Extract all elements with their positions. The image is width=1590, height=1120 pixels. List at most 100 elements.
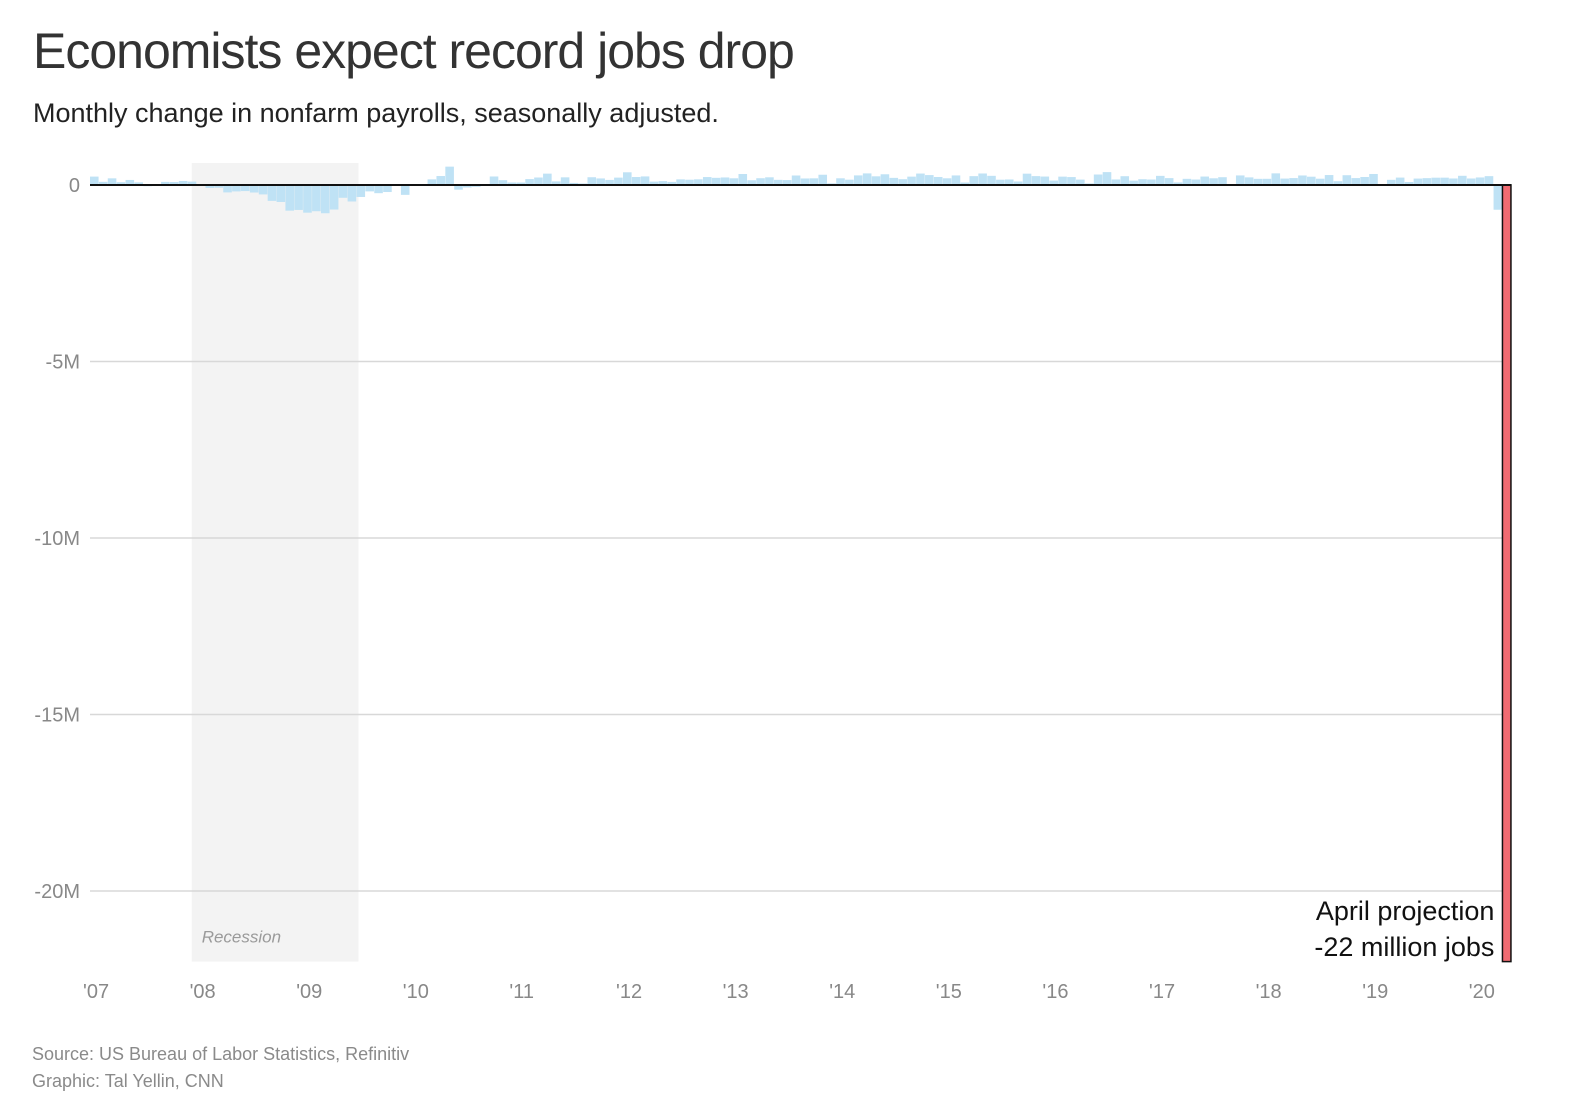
bar <box>640 176 650 185</box>
bar <box>951 175 961 185</box>
bar <box>1067 177 1076 185</box>
x-tick-label: '10 <box>403 981 429 1003</box>
bar <box>605 179 614 185</box>
bar <box>400 185 410 195</box>
bar <box>880 174 890 185</box>
bar <box>1351 178 1361 185</box>
bar <box>134 182 143 185</box>
bar <box>232 185 241 192</box>
y-tick-label: -5M <box>46 352 80 374</box>
bar <box>756 178 765 185</box>
bar <box>98 181 108 185</box>
bar <box>1315 178 1325 185</box>
bar <box>862 173 872 185</box>
x-tick-label: '07 <box>83 981 109 1003</box>
projection-label-line2: -22 million jobs <box>1314 932 1494 962</box>
bar <box>933 176 943 185</box>
bar <box>436 176 446 185</box>
bar <box>427 179 437 185</box>
x-tick-label: '16 <box>1042 981 1068 1003</box>
x-tick-label: '09 <box>296 981 322 1003</box>
bar <box>1289 178 1298 185</box>
bar <box>267 185 277 201</box>
bar <box>818 174 828 185</box>
bar <box>720 177 730 185</box>
bar <box>285 185 295 211</box>
bar <box>249 185 259 193</box>
bar <box>241 185 250 192</box>
bar <box>107 178 117 185</box>
bar <box>685 179 694 185</box>
bar <box>809 178 819 185</box>
chart-footer: Source: US Bureau of Labor Statistics, R… <box>32 1041 409 1095</box>
x-tick-label: '13 <box>723 981 749 1003</box>
bar <box>1218 177 1227 185</box>
bar <box>303 185 312 213</box>
bar <box>161 181 170 185</box>
bar <box>649 181 659 185</box>
x-tick-label: '20 <box>1469 981 1495 1003</box>
bar <box>853 175 863 185</box>
bar <box>694 179 703 185</box>
x-tick-label: '15 <box>936 981 962 1003</box>
bar <box>320 185 330 214</box>
bar <box>1004 179 1014 185</box>
bar <box>1173 182 1183 185</box>
bar <box>1369 173 1378 185</box>
bar <box>916 173 925 185</box>
bar <box>445 166 454 185</box>
bar <box>676 179 685 185</box>
bar <box>276 185 286 202</box>
bar <box>1395 177 1405 185</box>
bar <box>667 181 676 185</box>
bar <box>169 182 179 185</box>
bar <box>925 175 934 185</box>
bar <box>1093 174 1103 185</box>
bar <box>312 185 321 212</box>
bar <box>1360 176 1369 185</box>
bar <box>1058 176 1067 185</box>
bar <box>1307 176 1316 185</box>
projection-label-line1: April projection <box>1316 896 1495 926</box>
bar <box>329 185 339 210</box>
bar <box>1484 176 1494 185</box>
bar <box>960 182 970 185</box>
bar <box>560 177 570 185</box>
bar <box>1120 176 1130 185</box>
bar <box>1493 185 1503 210</box>
recession-label: Recession <box>202 928 281 947</box>
bar <box>907 176 916 185</box>
y-tick-label: -15M <box>34 705 80 727</box>
bar <box>1280 178 1289 185</box>
bar <box>543 173 552 185</box>
y-tick-label: -20M <box>34 881 80 903</box>
bar <box>782 180 792 185</box>
bar <box>116 182 126 185</box>
bar <box>1298 175 1307 185</box>
bar <box>774 179 783 185</box>
bar <box>1431 177 1440 185</box>
recession-band <box>191 163 359 962</box>
bar <box>791 175 801 185</box>
bar <box>338 185 348 198</box>
bar <box>658 181 668 185</box>
bar <box>1466 178 1476 185</box>
bar <box>1076 179 1085 185</box>
bar <box>1200 176 1209 185</box>
bar <box>534 177 543 185</box>
bar <box>738 174 748 185</box>
bar <box>1449 178 1458 185</box>
bar <box>1129 180 1138 185</box>
bar <box>356 185 366 197</box>
bar <box>1458 175 1467 185</box>
bar <box>214 185 223 188</box>
bar <box>383 185 392 193</box>
bar <box>1209 178 1218 185</box>
bar <box>889 177 899 185</box>
x-tick-label: '12 <box>616 981 642 1003</box>
x-tick-label: '18 <box>1256 981 1282 1003</box>
bar <box>1235 175 1245 185</box>
bar <box>711 177 721 185</box>
x-tick-label: '17 <box>1149 981 1175 1003</box>
